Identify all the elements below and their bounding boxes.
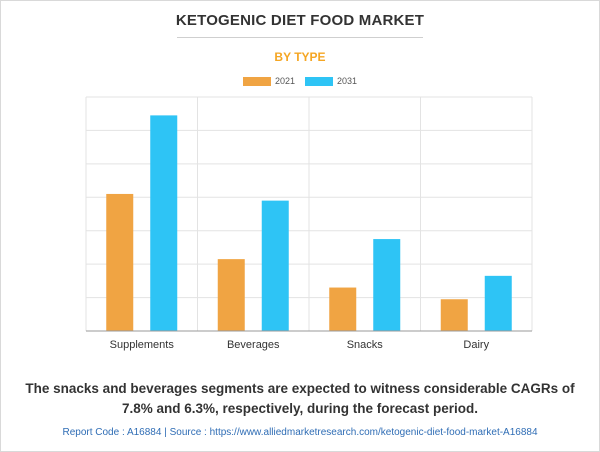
bar-dairy-2031 <box>484 275 512 331</box>
bar-chart: Supplements Beverages Snacks Dairy <box>85 96 533 351</box>
x-tick-label: Snacks <box>347 339 384 351</box>
x-tick-label: Supplements <box>110 339 175 351</box>
chart-legend: 2021 2031 <box>0 76 600 86</box>
chart-title: KETOGENIC DIET FOOD MARKET <box>175 12 425 29</box>
legend-swatch-2021 <box>242 76 271 86</box>
x-tick-label: Beverages <box>227 339 280 351</box>
legend-label-2031: 2031 <box>337 76 358 86</box>
legend-swatch-2031 <box>305 76 333 86</box>
bar-supplements-2021 <box>106 193 134 331</box>
bar-beverages-2021 <box>217 259 245 331</box>
bar-snacks-2021 <box>329 287 357 331</box>
legend-item-2031[interactable]: 2031 <box>305 76 357 86</box>
bar-beverages-2031 <box>261 200 289 331</box>
legend-label-2021: 2021 <box>274 76 295 86</box>
x-tick-label: Dairy <box>463 339 489 351</box>
bar-snacks-2031 <box>373 239 401 331</box>
chart-caption: The snacks and beverages segments are ex… <box>25 381 575 416</box>
bar-dairy-2021 <box>440 299 468 331</box>
legend-item-2021[interactable]: 2021 <box>242 76 295 86</box>
title-divider <box>177 37 423 38</box>
chart-subtitle: BY TYPE <box>274 50 326 64</box>
bar-supplements-2031 <box>150 115 178 331</box>
source-link[interactable]: Report Code : A16884 | Source : https://… <box>62 427 538 438</box>
